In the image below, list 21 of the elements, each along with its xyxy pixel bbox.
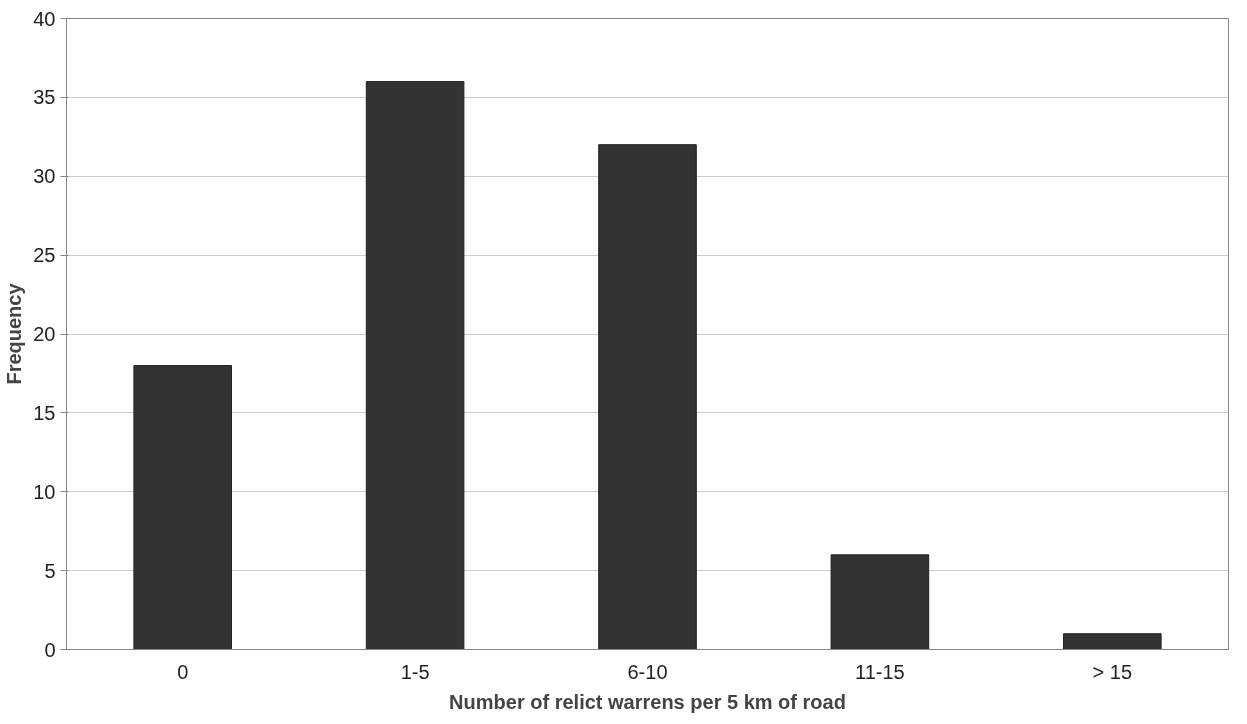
y-tick-label: 15	[33, 401, 56, 424]
x-tick-label: > 15	[1092, 660, 1133, 683]
y-tick-label: 35	[33, 86, 56, 109]
y-tick-label: 20	[33, 323, 56, 345]
bar	[365, 81, 465, 650]
y-tick-label: 0	[44, 638, 56, 661]
x-tick-label: 11-15	[855, 660, 905, 683]
bar	[1063, 633, 1162, 650]
bar	[598, 144, 697, 650]
y-tick-label: 5	[44, 559, 56, 582]
x-tick-label: 1-5	[400, 660, 430, 683]
bar	[830, 554, 930, 650]
y-tick-label: 40	[33, 7, 56, 30]
x-tick-label: 6-10	[627, 660, 668, 683]
y-axis-title: Frequency	[3, 282, 26, 385]
y-tick-label: 30	[33, 165, 56, 188]
x-axis-title: Number of relict warrens per 5 km of road	[449, 690, 846, 713]
y-tick-label: 25	[33, 244, 56, 267]
bar	[133, 365, 232, 650]
y-tick-label: 10	[33, 480, 56, 503]
x-tick-label: 0	[177, 660, 189, 683]
